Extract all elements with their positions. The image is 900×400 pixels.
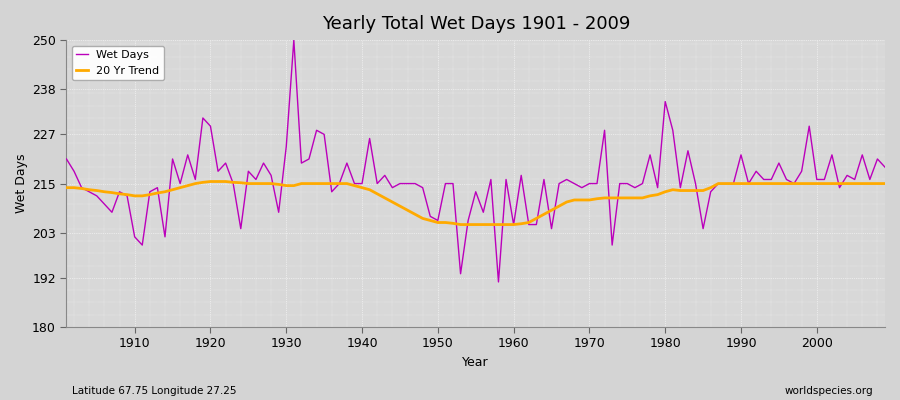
Wet Days [879,165,890,170]
Wet Days [296,161,307,166]
20 Yr Trend [516,221,526,226]
Wet Days [341,161,352,166]
Wet Days [524,222,535,227]
20 Yr Trend [61,185,72,190]
20 Yr Trend [615,196,626,200]
Text: Latitude 67.75 Longitude 27.25: Latitude 67.75 Longitude 27.25 [72,386,237,396]
20 Yr Trend [296,181,307,186]
Line: 20 Yr Trend: 20 Yr Trend [67,182,885,224]
Wet Days [493,280,504,284]
20 Yr Trend [455,222,466,227]
Wet Days [122,194,132,198]
Wet Days [615,181,626,186]
Title: Yearly Total Wet Days 1901 - 2009: Yearly Total Wet Days 1901 - 2009 [321,15,630,33]
Legend: Wet Days, 20 Yr Trend: Wet Days, 20 Yr Trend [72,46,164,80]
X-axis label: Year: Year [463,356,489,369]
Wet Days [61,156,72,161]
20 Yr Trend [341,181,352,186]
Wet Days [288,38,299,42]
20 Yr Trend [524,220,535,225]
Text: worldspecies.org: worldspecies.org [785,386,873,396]
Wet Days [516,173,526,178]
20 Yr Trend [122,192,132,197]
20 Yr Trend [879,181,890,186]
Line: Wet Days: Wet Days [67,40,885,282]
20 Yr Trend [205,179,216,184]
Y-axis label: Wet Days: Wet Days [15,154,28,213]
